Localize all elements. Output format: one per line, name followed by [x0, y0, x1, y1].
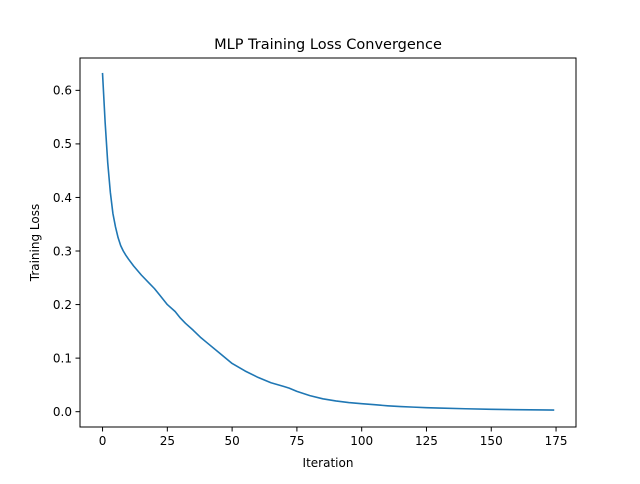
x-tick-label: 100: [350, 434, 373, 448]
y-axis-label: Training Loss: [28, 204, 42, 282]
y-tick-label: 0.0: [53, 405, 72, 419]
x-tick-label: 150: [480, 434, 503, 448]
x-tick-label: 75: [289, 434, 304, 448]
y-tick-label: 0.2: [53, 298, 72, 312]
x-axis-label: Iteration: [303, 456, 354, 470]
chart-title: MLP Training Loss Convergence: [214, 37, 442, 53]
axis-ticks: 0 25 50 75 100 125 150 175 0.0 0.1 0.2 0.3 0.4 0.5 0.6: [53, 84, 568, 448]
y-tick-label: 0.4: [53, 191, 72, 205]
plot-frame: [79, 57, 577, 428]
series-layer: [101, 72, 555, 411]
y-tick-label: 0.5: [53, 137, 72, 151]
x-tick-label: 0: [99, 434, 107, 448]
y-tick-label: 0.3: [53, 244, 72, 258]
x-tick-label: 175: [545, 434, 568, 448]
series-line: [101, 72, 555, 411]
x-tick-label: 25: [160, 434, 175, 448]
y-tick-label: 0.1: [53, 351, 72, 365]
x-tick-label: 50: [224, 434, 239, 448]
y-tick-label: 0.6: [53, 84, 72, 98]
x-tick-label: 125: [415, 434, 438, 448]
